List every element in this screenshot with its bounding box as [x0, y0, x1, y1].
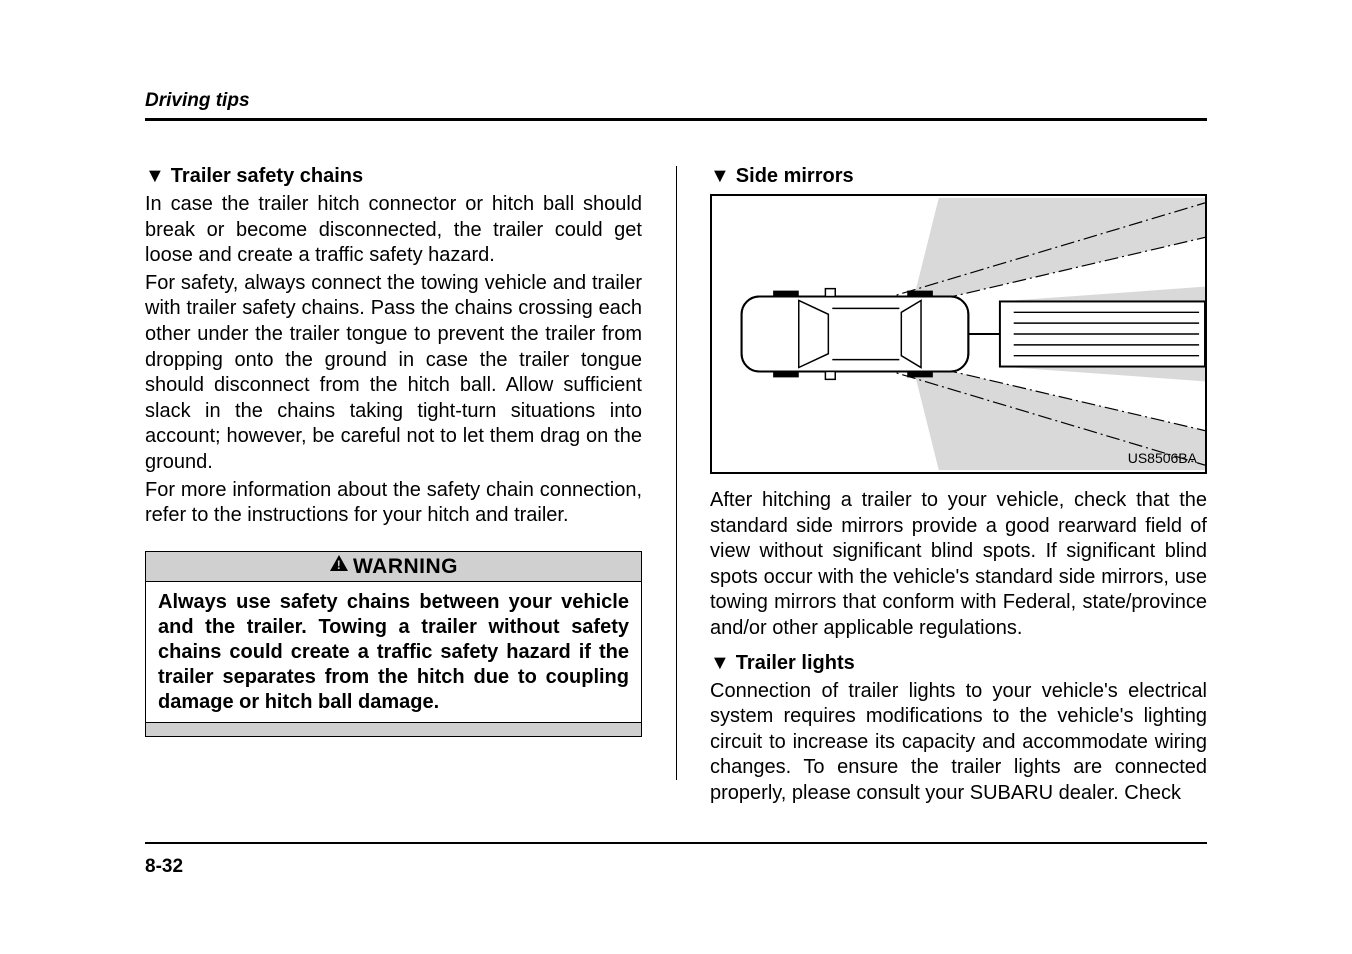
mirror-fov-illustration	[712, 196, 1205, 472]
subheading-side-mirrors: ▼ Side mirrors	[710, 165, 1207, 188]
page-header: Driving tips	[145, 90, 1207, 121]
subheading-text: Trailer lights	[736, 652, 855, 674]
subheading-text: Side mirrors	[736, 165, 854, 187]
triangle-down-icon: ▼	[710, 652, 730, 675]
svg-text:!: !	[337, 558, 342, 572]
column-divider	[676, 166, 677, 780]
warning-body: Always use safety chains between your ve…	[146, 582, 641, 722]
subheading-trailer-chains: ▼ Trailer safety chains	[145, 165, 642, 188]
paragraph: In case the trailer hitch connector or h…	[145, 192, 642, 269]
warning-triangle-icon: !	[329, 554, 349, 578]
page-footer: 8-32	[145, 842, 1207, 878]
triangle-down-icon: ▼	[710, 165, 730, 188]
subheading-trailer-lights: ▼ Trailer lights	[710, 652, 1207, 675]
warning-callout: ! WARNING Always use safety chains betwe…	[145, 551, 642, 737]
paragraph: For more information about the safety ch…	[145, 478, 642, 529]
warning-footer-bar	[146, 722, 641, 736]
right-column: ▼ Side mirrors	[710, 165, 1207, 809]
warning-label: WARNING	[353, 555, 458, 578]
section-title: Driving tips	[145, 90, 1207, 112]
paragraph: Connection of trailer lights to your veh…	[710, 679, 1207, 807]
paragraph: For safety, always connect the towing ve…	[145, 271, 642, 476]
figure-code: US8506BA	[1128, 450, 1197, 466]
triangle-down-icon: ▼	[145, 165, 165, 188]
subheading-text: Trailer safety chains	[171, 165, 363, 187]
manual-page: Driving tips ▼ Trailer safety chains In c…	[0, 0, 1352, 954]
page-number: 8-32	[145, 856, 183, 877]
left-column: ▼ Trailer safety chains In case the trail…	[145, 165, 642, 809]
paragraph: After hitching a trailer to your vehicle…	[710, 488, 1207, 642]
figure-side-mirror-fov: US8506BA	[710, 194, 1207, 474]
warning-header: ! WARNING	[146, 552, 641, 582]
